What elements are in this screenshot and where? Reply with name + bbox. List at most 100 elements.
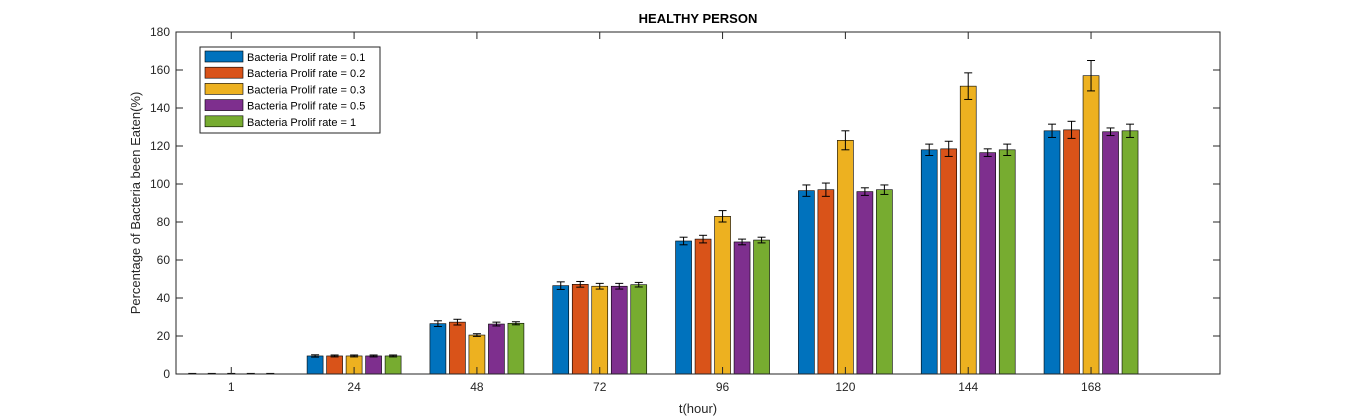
bar bbox=[798, 190, 815, 375]
bar bbox=[610, 285, 628, 375]
error-bar bbox=[1106, 127, 1115, 137]
x-tick-label: 96 bbox=[716, 380, 730, 394]
bars-layer bbox=[306, 75, 1139, 375]
error-bar bbox=[389, 354, 398, 358]
error-bar bbox=[453, 318, 462, 326]
bar bbox=[552, 285, 570, 375]
y-tick-label: 0 bbox=[163, 367, 170, 381]
error-bar bbox=[880, 184, 889, 195]
bar bbox=[959, 85, 977, 375]
error-bar bbox=[433, 320, 442, 327]
error-bar bbox=[679, 236, 688, 246]
y-tick-label: 20 bbox=[157, 329, 171, 343]
error-bar bbox=[1048, 123, 1057, 138]
error-bar bbox=[595, 282, 604, 290]
x-tick-label: 48 bbox=[470, 380, 484, 394]
bar bbox=[630, 284, 648, 375]
x-tick-label: 24 bbox=[347, 380, 361, 394]
error-bar bbox=[821, 182, 830, 197]
y-axis-label: Percentage of Bacteria been Eaten(%) bbox=[128, 92, 143, 315]
error-bar bbox=[1003, 143, 1012, 156]
bar bbox=[384, 355, 402, 375]
x-axis-label: t(hour) bbox=[679, 401, 717, 416]
error-bar bbox=[634, 281, 643, 288]
bar bbox=[1102, 131, 1119, 375]
y-tick-label: 40 bbox=[157, 291, 171, 305]
legend-entry: Bacteria Prolif rate = 0.1 bbox=[247, 52, 365, 64]
bar bbox=[920, 149, 938, 375]
chart-title: HEALTHY PERSON bbox=[639, 11, 758, 26]
error-bar bbox=[576, 280, 585, 288]
bar bbox=[365, 355, 382, 375]
x-tick-label: 144 bbox=[958, 380, 978, 394]
error-bar bbox=[330, 354, 339, 358]
axes-layer: 0 20 40 60 80 100 120 140 160 180 1 24 48 72 96 120 144 1… bbox=[150, 25, 1221, 394]
error-bar bbox=[802, 184, 811, 197]
error-bar bbox=[511, 321, 520, 326]
legend: Bacteria Prolif rate = 0.1 Bacteria Proli… bbox=[199, 46, 381, 134]
y-tick-label: 60 bbox=[157, 253, 171, 267]
bar bbox=[998, 149, 1016, 375]
y-tick-label: 180 bbox=[150, 25, 170, 39]
y-tick-label: 100 bbox=[150, 177, 170, 191]
bar bbox=[856, 191, 874, 375]
error-bar bbox=[369, 354, 378, 358]
legend-swatch bbox=[204, 66, 244, 79]
bar bbox=[675, 240, 692, 375]
error-bar bbox=[1067, 120, 1076, 139]
bar bbox=[1082, 75, 1100, 375]
error-bar bbox=[1126, 123, 1135, 138]
bar bbox=[1043, 130, 1061, 375]
y-tick-label: 120 bbox=[150, 139, 170, 153]
legend-entry: Bacteria Prolif rate = 0.5 bbox=[247, 101, 365, 113]
error-bar bbox=[1087, 60, 1096, 92]
bar bbox=[694, 238, 712, 375]
error-bar bbox=[964, 72, 973, 100]
bar bbox=[817, 189, 835, 375]
legend-entry: Bacteria Prolif rate = 1 bbox=[247, 117, 356, 129]
bar bbox=[1063, 129, 1080, 375]
x-tick-label: 72 bbox=[593, 380, 607, 394]
error-bars-layer bbox=[188, 60, 1135, 375]
error-bar bbox=[860, 187, 869, 196]
legend-swatch bbox=[204, 115, 244, 128]
bar bbox=[979, 152, 997, 375]
axes-box bbox=[175, 31, 1221, 375]
bar bbox=[876, 189, 893, 375]
bar bbox=[1121, 130, 1139, 375]
bar bbox=[429, 323, 447, 375]
bar bbox=[714, 216, 731, 375]
bar bbox=[507, 322, 525, 375]
bar bbox=[837, 140, 854, 375]
error-bar bbox=[472, 333, 481, 337]
x-tick-label: 120 bbox=[835, 380, 855, 394]
error-bar bbox=[350, 354, 359, 358]
bar bbox=[449, 321, 466, 375]
bar bbox=[940, 148, 958, 375]
error-bar bbox=[983, 148, 992, 157]
error-bar bbox=[925, 143, 934, 156]
legend-swatch bbox=[204, 50, 244, 63]
y-tick-label: 80 bbox=[157, 215, 171, 229]
error-bar bbox=[492, 321, 501, 327]
bar bbox=[571, 284, 589, 375]
y-tick-label: 140 bbox=[150, 101, 170, 115]
bar bbox=[733, 241, 751, 375]
x-tick-label: 1 bbox=[228, 380, 235, 394]
x-tick-label: 168 bbox=[1081, 380, 1101, 394]
legend-entry: Bacteria Prolif rate = 0.3 bbox=[247, 84, 365, 96]
error-bar bbox=[738, 238, 747, 246]
error-bar bbox=[718, 210, 727, 223]
legend-swatch bbox=[204, 83, 244, 95]
error-bar bbox=[757, 236, 766, 244]
error-bar bbox=[699, 234, 708, 244]
legend-entry: Bacteria Prolif rate = 0.2 bbox=[247, 68, 365, 80]
legend-swatch bbox=[204, 99, 244, 111]
error-bar bbox=[944, 140, 953, 157]
y-tick-label: 160 bbox=[150, 63, 170, 77]
error-bar bbox=[311, 354, 320, 358]
bar bbox=[488, 323, 505, 375]
error-bar bbox=[615, 282, 624, 290]
